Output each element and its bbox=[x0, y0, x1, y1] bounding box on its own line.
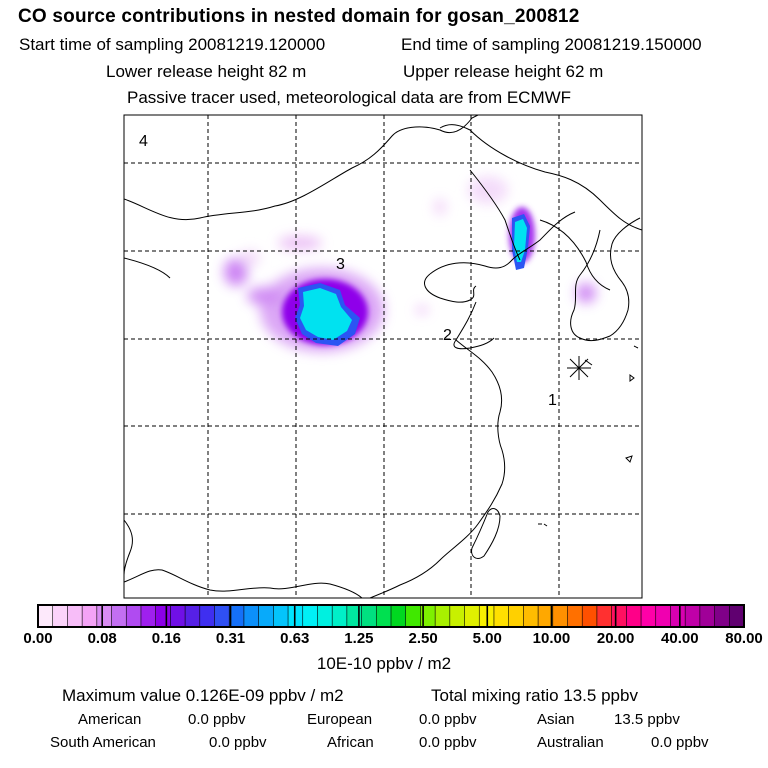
region-label-1: 1 bbox=[548, 392, 557, 409]
american-label: American bbox=[78, 711, 142, 728]
colorbar-cell bbox=[670, 604, 686, 628]
colorbar-tick-label: 20.00 bbox=[596, 630, 635, 647]
map-frame bbox=[123, 114, 643, 599]
contribution-plumes bbox=[224, 176, 596, 352]
colorbar-tick-label: 2.50 bbox=[408, 630, 438, 647]
colorbar-cell bbox=[728, 604, 745, 628]
australian-label: Australian bbox=[537, 734, 604, 751]
end-time-label: End time of sampling 20081219.150000 bbox=[401, 35, 702, 54]
colorbar-cell bbox=[361, 604, 377, 628]
colorbar-cell bbox=[243, 604, 260, 628]
colorbar-cell bbox=[96, 604, 113, 628]
colorbar-cell bbox=[331, 604, 348, 628]
asian-value: 13.5 ppbv bbox=[614, 711, 680, 728]
colorbar-cell bbox=[287, 604, 304, 628]
south-american-label: South American bbox=[50, 734, 156, 751]
colorbar-cell bbox=[214, 604, 230, 628]
asian-label: Asian bbox=[537, 711, 575, 728]
colorbar-tick-label: 80.00 bbox=[725, 630, 763, 647]
american-value: 0.0 ppbv bbox=[188, 711, 246, 728]
colorbar-tick-label: 10.00 bbox=[532, 630, 571, 647]
african-value: 0.0 ppbv bbox=[419, 734, 477, 751]
european-label: European bbox=[307, 711, 373, 728]
tracer-note: Passive tracer used, meteorological data… bbox=[127, 88, 572, 107]
colorbar-cell bbox=[493, 604, 510, 628]
colorbar-cell bbox=[640, 604, 657, 628]
colorbar-cell bbox=[52, 604, 69, 628]
region-label-2: 2 bbox=[443, 327, 452, 344]
colorbar-cell bbox=[317, 604, 333, 628]
colorbar-cell bbox=[699, 604, 716, 628]
total-mixing-ratio: Total mixing ratio 13.5 ppbv bbox=[431, 686, 638, 705]
colorbar-cell bbox=[258, 604, 274, 628]
colorbar-cell bbox=[714, 604, 730, 628]
south-american-value: 0.0 ppbv bbox=[209, 734, 267, 751]
colorbar-tick-label: 0.31 bbox=[215, 630, 246, 647]
colorbar-cell bbox=[170, 604, 186, 628]
colorbar-cell bbox=[449, 604, 466, 628]
colorbar-tick-label: 0.00 bbox=[23, 630, 53, 647]
colorbar-tick-label: 0.08 bbox=[87, 630, 117, 647]
receptor-asterisk-icon bbox=[567, 356, 591, 380]
colorbar-cell bbox=[302, 604, 319, 628]
colorbar-cell bbox=[390, 604, 407, 628]
colorbar-cell bbox=[37, 604, 54, 628]
colorbar-cell bbox=[81, 604, 98, 628]
lower-release-height: Lower release height 82 m bbox=[106, 62, 307, 81]
colorbar-cell bbox=[523, 604, 539, 628]
colorbar-cell bbox=[611, 604, 627, 628]
colorbar-tick-label: 40.00 bbox=[661, 630, 699, 647]
colorbar-cell bbox=[508, 604, 524, 628]
colorbar-cell bbox=[125, 604, 142, 628]
colorbar-cell bbox=[684, 604, 701, 628]
colorbar-tick-label: 1.25 bbox=[344, 630, 374, 647]
colorbar-cell bbox=[655, 604, 672, 628]
colorbar-cell bbox=[405, 604, 422, 628]
colorbar-cell bbox=[464, 604, 480, 628]
colorbar-cell bbox=[552, 604, 569, 628]
region-label-4: 4 bbox=[139, 133, 148, 150]
colorbar-cell bbox=[184, 604, 201, 628]
colorbar-cell bbox=[67, 604, 83, 628]
european-value: 0.0 ppbv bbox=[419, 711, 477, 728]
colorbar-cell bbox=[111, 604, 127, 628]
australian-value: 0.0 ppbv bbox=[651, 734, 709, 751]
colorbar-cell bbox=[434, 604, 451, 628]
gridlines bbox=[124, 115, 642, 598]
colorbar-cell bbox=[228, 604, 245, 628]
colorbar-cell bbox=[375, 604, 392, 628]
colorbar-cell bbox=[626, 604, 642, 628]
coastlines-borders bbox=[124, 115, 642, 598]
colorbar-cell bbox=[155, 604, 171, 628]
upper-release-height: Upper release height 62 m bbox=[403, 62, 604, 81]
colorbar-cell bbox=[140, 604, 157, 628]
start-time-label: Start time of sampling 20081219.120000 bbox=[19, 35, 326, 54]
colorbar-cell bbox=[581, 604, 598, 628]
plot-title: CO source contributions in nested domain… bbox=[18, 6, 580, 27]
colorbar-cell bbox=[199, 604, 216, 628]
african-label: African bbox=[327, 734, 374, 751]
colorbar-tick-label: 0.63 bbox=[280, 630, 310, 647]
colorbar-tick-label: 0.16 bbox=[151, 630, 181, 647]
colorbar-cell bbox=[596, 604, 613, 628]
colorbar-unit-label: 10E-10 ppbv / m2 bbox=[316, 654, 452, 673]
region-label-3: 3 bbox=[336, 256, 345, 273]
colorbar-cell bbox=[567, 604, 583, 628]
colorbar-cell bbox=[273, 604, 289, 628]
maximum-value: Maximum value 0.126E-09 ppbv / m2 bbox=[62, 686, 344, 705]
colorbar-tick-label: 5.00 bbox=[472, 630, 502, 647]
